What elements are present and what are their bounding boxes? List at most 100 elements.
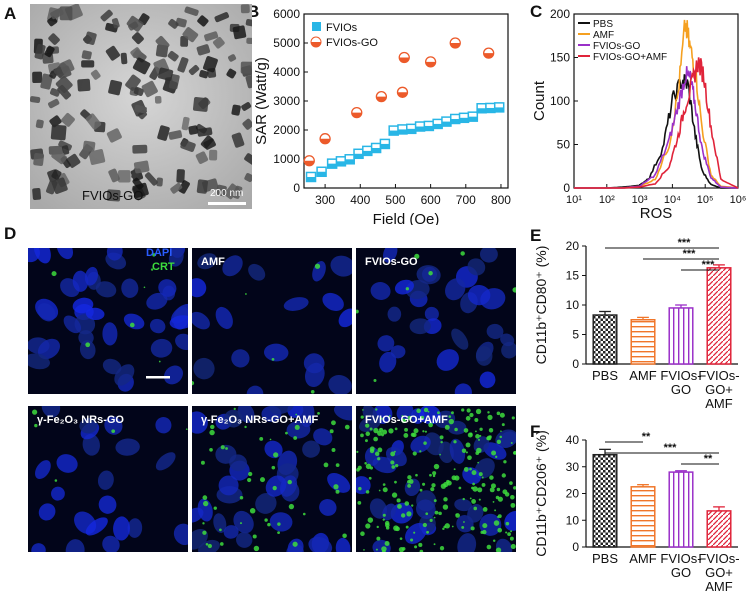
crt-spot xyxy=(466,408,471,413)
significance-label: *** xyxy=(664,442,678,454)
crt-spot xyxy=(252,534,257,539)
y-tick-label: 15 xyxy=(566,269,580,283)
crt-spot xyxy=(414,253,420,259)
nucleus xyxy=(451,328,469,350)
nanoparticle xyxy=(100,9,113,22)
crt-spot xyxy=(437,411,440,415)
crt-spot xyxy=(502,489,508,495)
crt-spot xyxy=(129,322,135,328)
fvios-go-point-fill xyxy=(397,92,408,98)
nucleus xyxy=(504,510,516,531)
category-label: GO+ xyxy=(705,382,733,397)
fvios-point-fill xyxy=(459,117,469,123)
crt-spot xyxy=(429,473,432,477)
nanoparticle xyxy=(30,96,41,104)
crt-spot xyxy=(271,465,276,470)
fvios-point-fill xyxy=(450,118,460,124)
crt-spot xyxy=(378,489,381,492)
y-tick-label: 5000 xyxy=(273,36,300,50)
crt-spot xyxy=(277,531,280,535)
nanoparticle xyxy=(120,52,128,65)
crt-spot xyxy=(401,418,405,421)
crt-spot xyxy=(391,492,398,498)
crt-spot xyxy=(373,427,379,434)
y-tick-label: 6000 xyxy=(273,7,300,21)
x-axis-label: ROS xyxy=(640,205,673,222)
crt-spot xyxy=(394,480,397,484)
nucleus xyxy=(213,513,227,534)
nucleus xyxy=(308,536,333,552)
nucleus xyxy=(383,248,398,263)
crt-spot xyxy=(495,547,502,552)
crt-spot xyxy=(287,479,292,485)
crt-spot xyxy=(489,475,494,480)
crt-spot xyxy=(427,410,430,413)
crt-spot xyxy=(335,463,340,468)
nucleus xyxy=(330,255,352,277)
crt-spot xyxy=(331,448,336,452)
nanoparticle xyxy=(51,169,62,180)
nanoparticle xyxy=(170,182,183,194)
nucleus xyxy=(405,522,427,544)
bar xyxy=(630,486,656,548)
crt-spot xyxy=(487,414,493,420)
nucleus xyxy=(424,306,439,321)
crt-spot xyxy=(500,430,502,432)
crt-spot xyxy=(269,438,272,441)
crt-spot xyxy=(202,522,205,525)
crt-spot xyxy=(511,416,515,420)
crt-spot xyxy=(375,548,378,551)
crt-spot xyxy=(439,435,444,440)
crt-spot xyxy=(220,445,225,450)
crt-spot xyxy=(419,450,422,453)
crt-spot xyxy=(467,432,473,438)
nanoparticle xyxy=(144,172,158,186)
crt-spot xyxy=(503,460,507,464)
crt-spot xyxy=(342,533,347,539)
crt-spot xyxy=(111,429,116,434)
nanoparticle xyxy=(155,36,170,51)
nucleus xyxy=(377,335,395,352)
nucleus xyxy=(173,523,188,546)
nucleus xyxy=(149,318,166,334)
nucleus xyxy=(82,433,100,456)
nanoparticle xyxy=(167,50,179,62)
nanoparticle xyxy=(32,71,43,84)
crt-spot xyxy=(420,415,425,420)
crt-spot xyxy=(433,543,436,546)
nucleus xyxy=(106,248,123,261)
x-tick-label: 600 xyxy=(421,193,441,207)
crt-spot xyxy=(200,460,205,465)
tem-caption: FVIOs-GO xyxy=(82,188,144,203)
crt-spot xyxy=(453,440,457,444)
category-label: FVIOs- xyxy=(660,368,701,383)
crt-spot xyxy=(477,461,480,464)
crt-spot xyxy=(455,513,458,516)
crt-spot xyxy=(373,436,378,442)
nanoparticle xyxy=(215,184,227,197)
nanoparticle xyxy=(51,149,67,165)
nanoparticle xyxy=(192,96,209,112)
crt-spot xyxy=(496,411,501,416)
nucleus xyxy=(150,338,173,358)
crt-spot xyxy=(510,494,515,500)
fvios-go-point-fill xyxy=(450,43,461,48)
crt-spot xyxy=(387,417,390,419)
crt-spot xyxy=(249,508,256,514)
crt-spot xyxy=(407,483,411,488)
crt-spot xyxy=(219,542,224,546)
nanoparticle xyxy=(209,149,218,161)
crt-spot xyxy=(364,462,367,465)
cell-label: FVIOs-GO xyxy=(365,256,418,268)
nucleus xyxy=(98,495,117,514)
nanoparticle xyxy=(59,59,75,74)
y-tick-label: 100 xyxy=(550,94,570,108)
y-tick-label: 20 xyxy=(566,487,580,501)
crt-spot xyxy=(423,441,427,445)
category-label: PBS xyxy=(592,368,618,383)
nucleus xyxy=(38,503,56,521)
y-tick-label: 3000 xyxy=(273,94,300,108)
crt-spot xyxy=(393,450,396,453)
crt-spot xyxy=(434,510,439,515)
crt-spot xyxy=(472,482,475,486)
